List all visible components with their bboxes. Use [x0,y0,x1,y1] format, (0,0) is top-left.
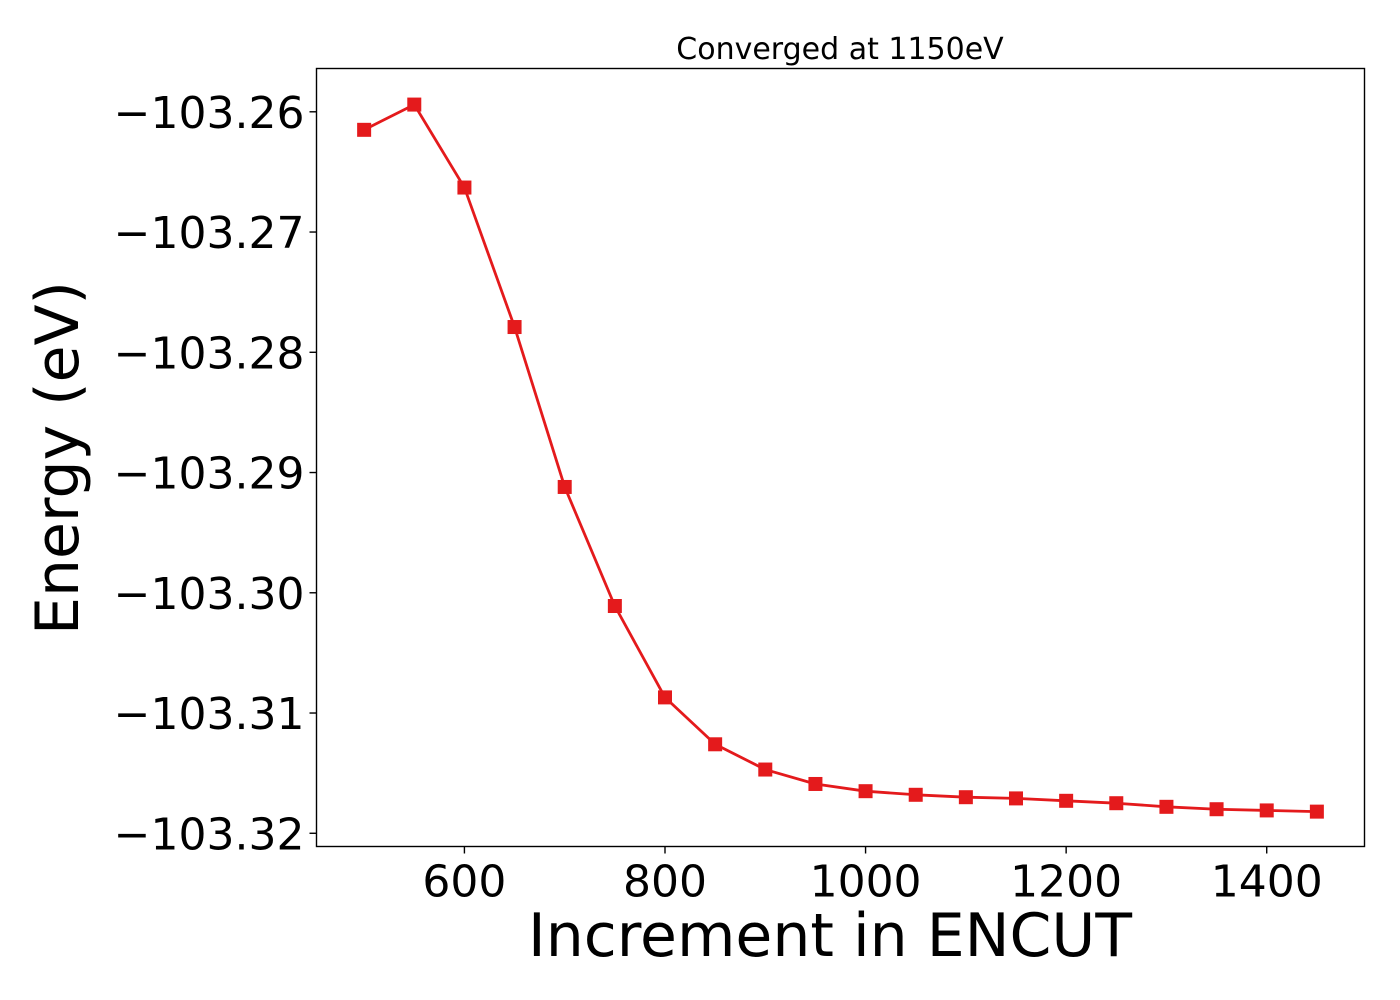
plot-frame [315,67,1366,848]
y-tick-label: −103.29 [114,449,305,500]
data-point-marker [958,790,973,805]
x-axis-label: Increment in ENCUT [528,901,1132,971]
data-point-marker [1059,793,1074,808]
data-point-marker [407,97,422,112]
series-layer [357,97,1324,819]
chart-title: Converged at 1150eV [676,32,1004,67]
data-point-marker [557,479,572,494]
y-tick-label: −103.28 [114,328,305,379]
energy-series-line [363,103,1317,814]
data-point-marker [507,320,522,335]
y-axis-label: Energy (eV) [23,281,93,635]
x-tick-label: 600 [422,857,506,908]
data-point-marker [808,776,823,791]
y-tick-label: −103.32 [114,809,305,860]
data-point-marker [357,122,372,137]
y-tick-label: −103.27 [114,208,305,259]
data-point-marker [708,737,723,752]
y-tick-label: −103.26 [114,88,305,139]
x-tick-label: 1200 [1010,857,1122,908]
data-point-marker [607,599,622,614]
data-point-marker [457,180,472,195]
y-tick-label: −103.31 [114,689,305,740]
x-tick-label: 800 [623,857,707,908]
data-point-marker [657,690,672,705]
data-point-marker [1009,791,1024,806]
x-tick-label: 1400 [1211,857,1323,908]
data-point-marker [1159,799,1174,814]
data-point-marker [758,762,773,777]
x-tick-label: 1000 [810,857,922,908]
data-point-marker [1109,796,1124,811]
y-tick-label: −103.30 [114,569,305,620]
data-point-marker [908,787,923,802]
data-point-marker [1259,803,1274,818]
data-point-marker [1209,802,1224,817]
ticks-layer: 600 800 1000 1200 1400 −103.32 −103.31 −103.30 −… [114,88,1323,908]
data-point-marker [858,784,873,799]
data-point-marker [1309,804,1324,819]
